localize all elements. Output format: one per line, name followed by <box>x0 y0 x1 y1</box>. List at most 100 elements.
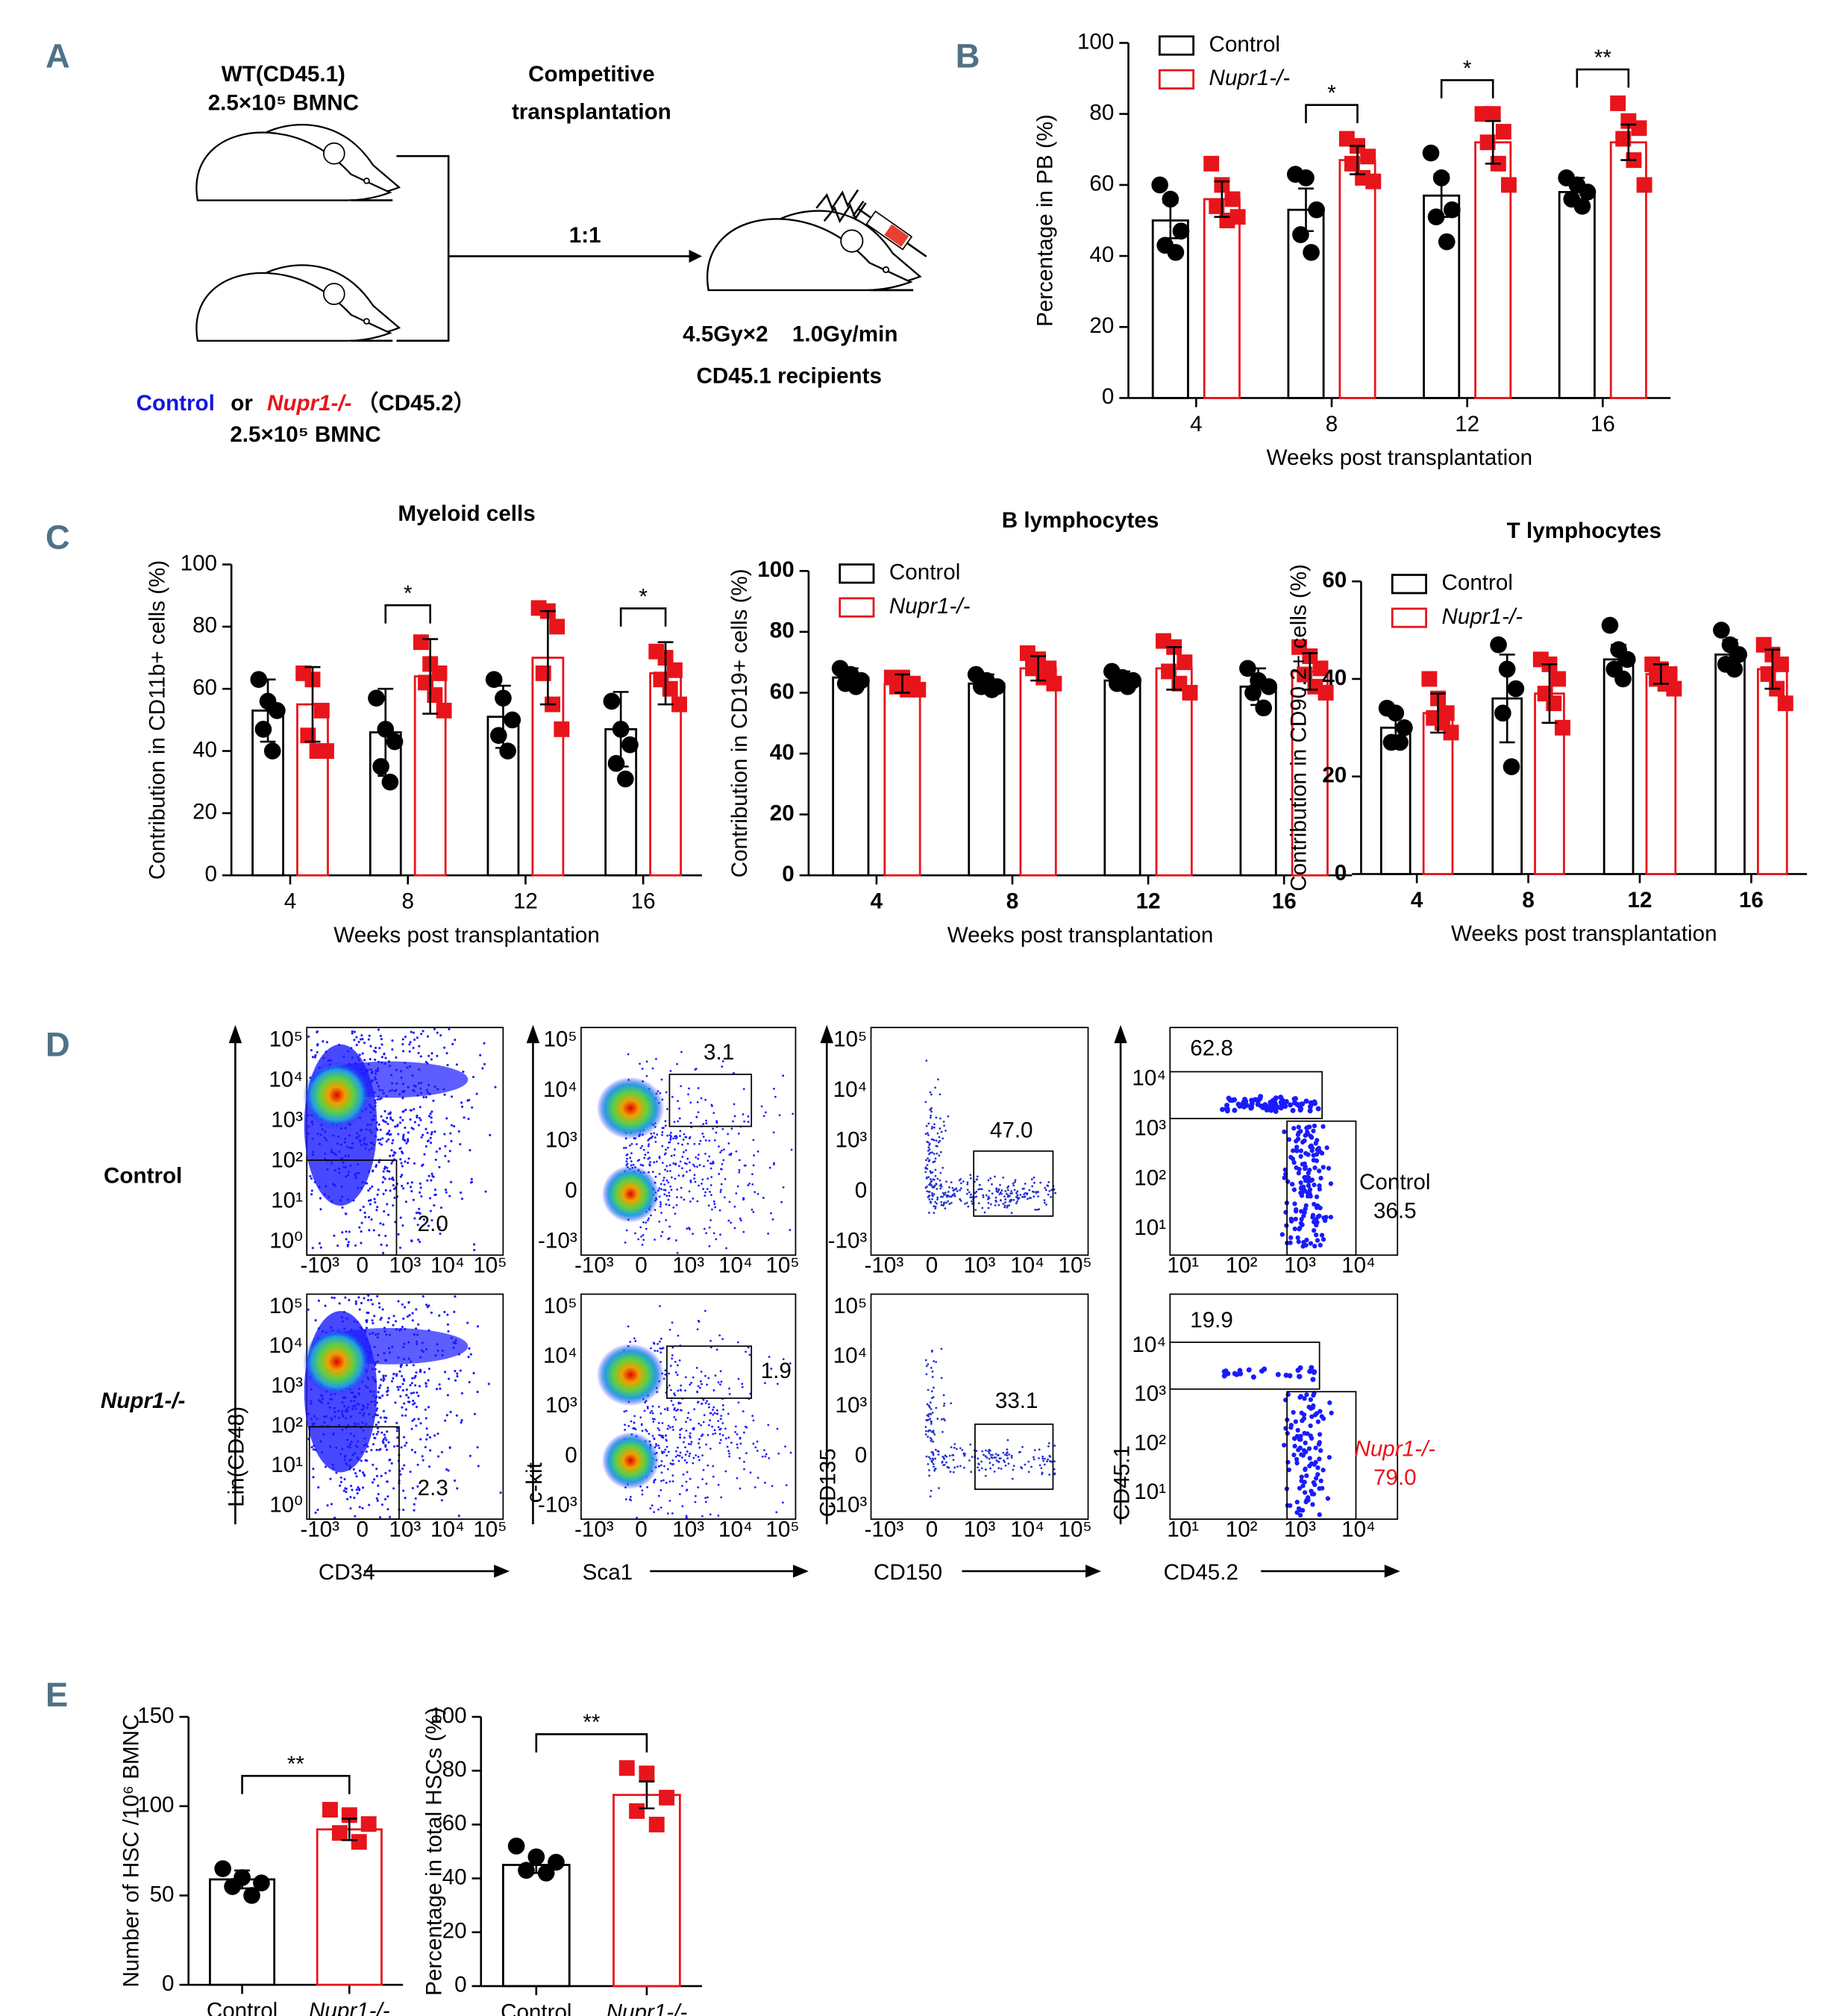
event-dot <box>659 1337 662 1340</box>
event-dot <box>936 1145 939 1148</box>
event-dot <box>927 1415 930 1418</box>
plot-frame <box>870 1027 1089 1256</box>
event-dot <box>717 1420 720 1422</box>
event-dot <box>677 1454 679 1456</box>
event-dot <box>977 1457 980 1460</box>
event-dot <box>625 1409 627 1412</box>
event-dot <box>1045 1203 1047 1206</box>
flow-tick-label: 10⁵ <box>269 1027 303 1051</box>
event-dot <box>633 1427 636 1430</box>
event-dot <box>689 1477 692 1480</box>
event-dot <box>1232 1371 1238 1377</box>
event-dot <box>641 1489 644 1492</box>
event-dot <box>932 1462 935 1465</box>
axis-label: CD45.1 <box>1109 1445 1134 1520</box>
event-dot <box>924 1430 927 1433</box>
event-dot <box>689 1101 692 1104</box>
event-dot <box>927 1196 930 1198</box>
event-dot <box>670 1400 673 1402</box>
event-dot <box>1041 1471 1044 1474</box>
flow-tick-label: 10⁴ <box>269 1067 303 1092</box>
event-dot <box>761 1455 764 1458</box>
event-dot <box>962 1180 965 1183</box>
event-dot <box>397 1133 400 1136</box>
event-dot <box>682 1441 685 1444</box>
event-dot <box>970 1193 972 1196</box>
event-dot <box>676 1251 679 1254</box>
event-dot <box>686 1471 689 1474</box>
x-axis-label: Weeks post transplantation <box>333 923 600 948</box>
event-dot <box>958 1179 961 1182</box>
event-dot <box>928 1190 931 1193</box>
event-dot <box>643 1156 646 1159</box>
event-dot <box>396 1444 399 1447</box>
event-dot <box>1003 1206 1006 1209</box>
event-dot <box>653 1132 656 1135</box>
event-dot <box>926 1141 929 1143</box>
event-dot <box>701 1433 704 1436</box>
gate <box>1169 1342 1320 1390</box>
event-dot <box>708 1406 710 1409</box>
event-dot <box>664 1124 667 1127</box>
event-dot <box>669 1070 672 1072</box>
event-dot <box>364 1215 367 1218</box>
event-dot <box>734 1431 737 1433</box>
event-dot <box>659 1347 662 1350</box>
event-dot <box>642 1221 645 1224</box>
event-dot <box>933 1386 935 1389</box>
event-dot <box>930 1438 933 1441</box>
event-dot <box>1043 1457 1046 1460</box>
event-dot <box>930 1178 932 1180</box>
event-dot <box>1004 1453 1006 1456</box>
event-dot <box>939 1187 942 1190</box>
event-dot <box>375 1468 378 1471</box>
y-tick-label: 20 <box>1089 313 1114 338</box>
event-dot <box>932 1430 935 1433</box>
event-dot <box>414 1384 417 1387</box>
event-dot <box>424 1060 427 1064</box>
event-dot <box>626 1157 629 1160</box>
bar <box>1291 670 1329 877</box>
flow-tick-label: 10⁵ <box>833 1027 867 1051</box>
event-dot <box>706 1159 709 1162</box>
data-point <box>1730 645 1748 663</box>
event-dot <box>790 1148 793 1151</box>
event-dot <box>1010 1198 1013 1201</box>
event-dot <box>1314 1152 1320 1157</box>
event-dot <box>659 1506 662 1509</box>
event-dot <box>394 1221 397 1224</box>
event-dot <box>662 1127 665 1130</box>
event-dot <box>384 1445 387 1448</box>
event-dot <box>363 1042 366 1045</box>
event-dot <box>360 1242 363 1245</box>
event-dot <box>687 1412 690 1415</box>
event-dot <box>1238 1371 1244 1377</box>
event-dot <box>427 1379 430 1382</box>
event-dot <box>408 1050 411 1053</box>
event-dot <box>632 1163 635 1166</box>
event-dot <box>931 1412 934 1414</box>
y-tick-label: 80 <box>770 619 795 643</box>
event-dot <box>654 1478 657 1481</box>
event-dot <box>377 1139 380 1142</box>
event-dot <box>386 1166 389 1169</box>
event-dot <box>693 1408 696 1411</box>
event-dot <box>756 1477 759 1480</box>
event-dot <box>1300 1139 1306 1145</box>
event-dot <box>668 1384 671 1387</box>
event-dot <box>934 1168 937 1171</box>
event-dot <box>1011 1192 1013 1195</box>
event-dot <box>454 1370 457 1373</box>
event-dot <box>669 1136 672 1139</box>
event-dot <box>727 1450 730 1453</box>
event-dot <box>467 1356 470 1359</box>
event-dot <box>678 1107 680 1110</box>
event-dot <box>662 1179 665 1182</box>
event-dot <box>666 1512 669 1515</box>
event-dot <box>1223 1106 1229 1112</box>
data-point <box>1713 622 1730 639</box>
event-dot <box>665 1218 668 1221</box>
event-dot <box>1298 1180 1303 1186</box>
event-dot <box>929 1457 932 1460</box>
event-dot <box>665 1481 668 1484</box>
